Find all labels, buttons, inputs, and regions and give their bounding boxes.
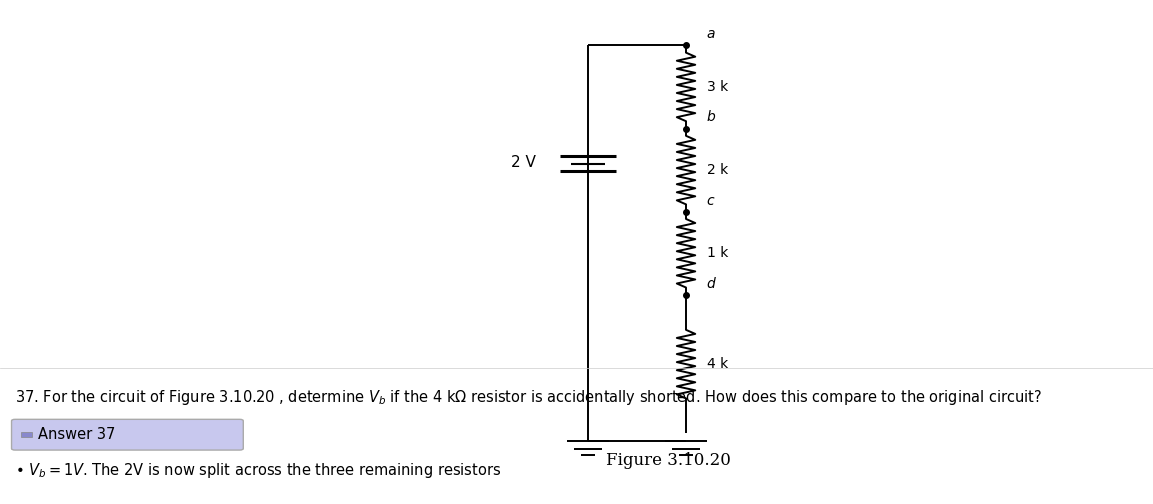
Text: 3 k: 3 k	[707, 80, 728, 94]
Bar	[21, 432, 32, 437]
Text: 2 k: 2 k	[707, 163, 728, 177]
Text: b: b	[707, 110, 716, 124]
Text: c: c	[707, 194, 715, 208]
Text: a: a	[707, 27, 715, 41]
Text: 1 k: 1 k	[707, 246, 729, 260]
Text: Answer 37: Answer 37	[38, 427, 115, 442]
Text: • $V_b = 1V$. The 2V is now split across the three remaining resistors: • $V_b = 1V$. The 2V is now split across…	[15, 461, 502, 480]
Text: 37. For the circuit of Figure 3.10.20 , determine $V_b$ if the 4 kΩ resistor is : 37. For the circuit of Figure 3.10.20 , …	[15, 388, 1042, 407]
Text: d: d	[707, 277, 716, 291]
FancyBboxPatch shape	[12, 419, 243, 450]
Text: Figure 3.10.20: Figure 3.10.20	[606, 452, 731, 469]
Text: 4 k: 4 k	[707, 357, 728, 371]
Text: 2 V: 2 V	[511, 155, 536, 170]
